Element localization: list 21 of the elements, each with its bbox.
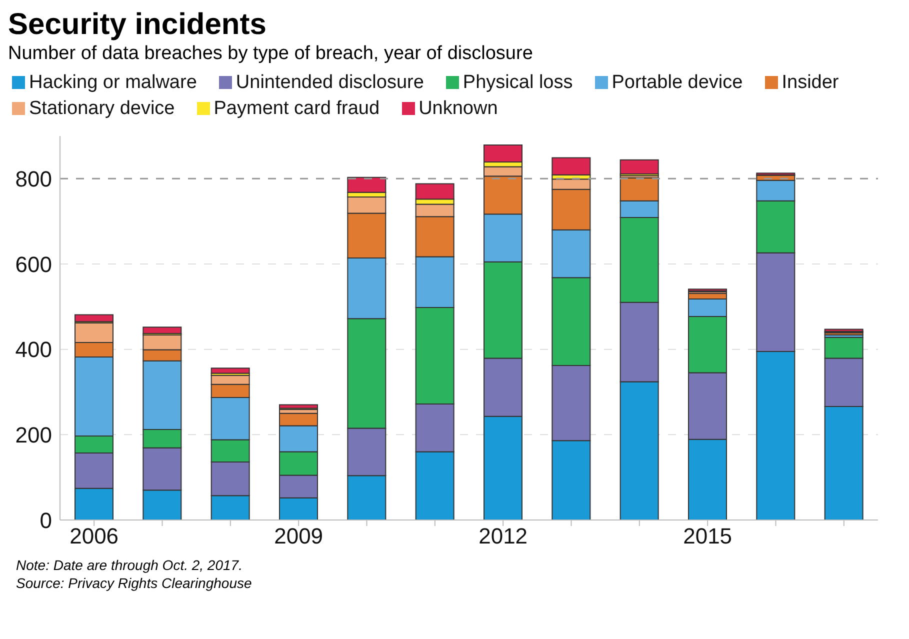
legend-label: Unintended disclosure: [236, 72, 424, 93]
y-tick-label: 600: [15, 252, 52, 277]
chart-subtitle: Number of data breaches by type of breach, year of disclosure: [8, 42, 534, 66]
y-tick-label: 400: [15, 337, 52, 362]
x-tick-label: 2015: [683, 524, 732, 549]
legend-label: Payment card fraud: [214, 98, 380, 119]
legend-label: Portable device: [612, 72, 743, 93]
legend-label: Unknown: [418, 98, 498, 119]
x-tick-label: 2006: [70, 524, 119, 549]
text: Note: Date are through Oct. 2, 2017.: [16, 556, 244, 574]
x-tick-label: 2009: [274, 524, 324, 549]
y-tick-label: 0: [40, 508, 52, 533]
legend-label: Hacking or malware: [29, 72, 197, 93]
legend-label: Insider: [782, 72, 839, 93]
y-tick-label: 200: [15, 422, 52, 448]
legend-label: Stationary device: [29, 98, 175, 119]
source-note: Source: Privacy Rights Clearinghouse: [16, 574, 253, 592]
y-tick-label: 800: [15, 166, 52, 192]
chart-title: Security incidents: [8, 8, 268, 42]
x-tick-label: 2012: [478, 524, 528, 549]
legend-label: Physical loss: [462, 72, 573, 93]
